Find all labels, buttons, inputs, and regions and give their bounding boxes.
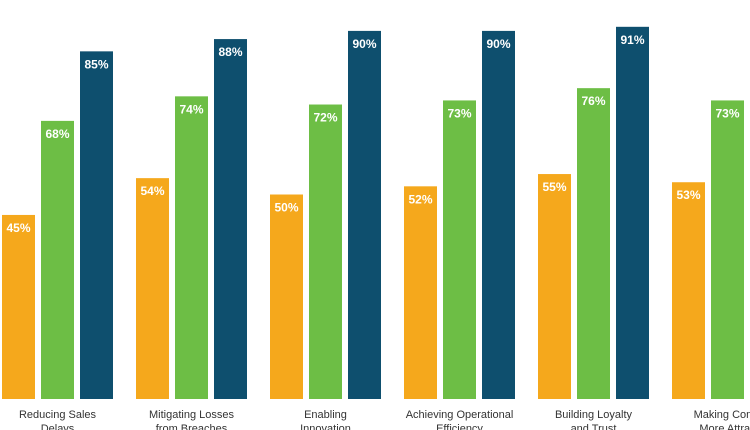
bar-s2-c1 [214,39,247,399]
bar-s0-c5 [672,182,705,399]
bar-s0-c1 [136,178,169,399]
category-label-c3-l1: Efficiency [436,423,483,430]
category-label-c1-l1: from Breaches [156,423,228,430]
category-label-c2-l1: Innovation [300,423,351,430]
bar-s2-c2 [348,30,381,400]
value-label-s1-c4: 76% [581,94,605,108]
bar-s1-c0 [41,120,74,399]
bar-s1-c3 [443,100,476,400]
value-label-s0-c2: 50% [274,201,298,215]
value-label-s1-c0: 68% [45,127,69,141]
bar-s2-c4 [616,26,649,400]
category-label-c5-l0: Making Comp [694,409,750,421]
category-labels-layer: Reducing Sales Delays Mitigating Losses fro… [19,409,750,430]
bar-s2-c3 [482,30,515,400]
value-label-s1-c5: 73% [715,106,739,120]
bar-s0-c4 [538,174,571,399]
value-label-s1-c3: 73% [447,106,471,120]
value-label-s2-c0: 85% [84,57,108,71]
category-label-c4-l1: and Trust [571,423,617,430]
bar-s1-c4 [577,88,610,399]
category-label-c3-l0: Achieving Operational [406,409,514,421]
value-labels-layer: 45% 54% 50% 52% 55% 53% 68% 74% 72% 73% 76% 73% 85% 8… [6,33,739,235]
value-label-s0-c1: 54% [140,184,164,198]
bar-s0-c0 [2,214,35,399]
value-label-s0-c0: 45% [6,221,30,235]
bar-s1-c1 [175,96,208,399]
value-label-s2-c2: 90% [352,37,376,51]
value-label-s0-c3: 52% [408,192,432,206]
value-label-s2-c3: 90% [486,37,510,51]
value-label-s1-c1: 74% [179,102,203,116]
bar-s1-c5 [711,100,744,400]
category-label-c0-l0: Reducing Sales [19,409,97,421]
value-label-s2-c1: 88% [218,45,242,59]
bar-s0-c2 [270,194,303,399]
category-label-c2-l0: Enabling [304,409,347,421]
bars-layer [2,26,744,400]
bar-s1-c2 [309,104,342,400]
category-label-c5-l1: More Attrac [699,423,750,430]
category-label-c4-l0: Building Loyalty [555,409,633,421]
bar-s0-c3 [404,186,437,399]
value-label-s1-c2: 72% [313,111,337,125]
value-label-s0-c4: 55% [542,180,566,194]
category-label-c1-l0: Mitigating Losses [149,409,234,421]
bar-s2-c0 [80,51,113,399]
category-label-c0-l1: Delays [41,423,75,430]
value-label-s0-c5: 53% [676,188,700,202]
value-label-s2-c4: 91% [620,33,644,47]
